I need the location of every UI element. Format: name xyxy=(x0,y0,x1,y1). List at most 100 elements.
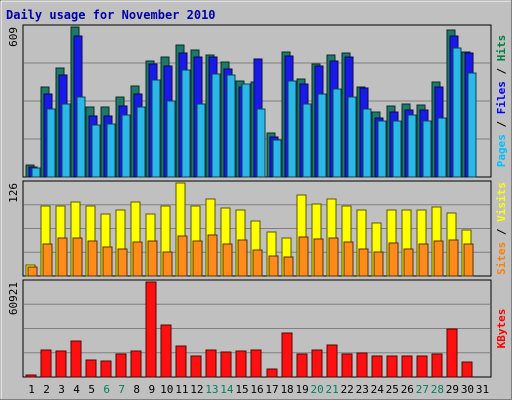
bar-pages-day-19 xyxy=(302,103,312,178)
bar-sites-day-12 xyxy=(192,240,203,277)
x-tick-label-day-18: 18 xyxy=(280,383,293,396)
bar-sites-day-9 xyxy=(147,240,158,277)
bar-pages-day-5 xyxy=(91,124,101,178)
bar-pages-day-15 xyxy=(241,83,251,178)
bar-pages-day-28 xyxy=(437,117,447,178)
x-tick-label-day-28: 28 xyxy=(431,383,444,396)
bar-kbytes-day-25 xyxy=(386,355,398,378)
series-sites xyxy=(27,234,474,277)
bar-sites-day-11 xyxy=(177,235,188,277)
x-tick-label-day-22: 22 xyxy=(341,383,354,396)
bar-pages-day-1 xyxy=(31,167,41,178)
bar-pages-day-9 xyxy=(151,79,161,178)
x-tick-label-day-11: 11 xyxy=(175,383,188,396)
bar-kbytes-day-1 xyxy=(25,374,37,378)
panels-layer: 609 Pages / Files / Hits 126 Sites / Visits… xyxy=(7,24,508,378)
x-tick-label-day-16: 16 xyxy=(250,383,263,396)
bar-sites-day-22 xyxy=(343,241,354,277)
bar-kbytes-day-26 xyxy=(401,355,413,378)
x-tick-label-day-23: 23 xyxy=(356,383,369,396)
legend-item-visits: Visits xyxy=(495,182,508,222)
x-tick-label-day-6: 6 xyxy=(103,383,110,396)
bar-kbytes-day-21 xyxy=(326,344,338,378)
x-tick-label-day-14: 14 xyxy=(220,383,234,396)
bar-kbytes-day-24 xyxy=(371,355,383,378)
bar-sites-day-8 xyxy=(132,241,143,277)
bar-sites-day-20 xyxy=(313,238,324,277)
x-tick-label-day-13: 13 xyxy=(205,383,218,396)
legend-item-pages: Pages xyxy=(495,134,508,167)
bar-sites-day-2 xyxy=(42,243,53,277)
bar-sites-day-7 xyxy=(117,248,128,277)
x-tick-label-day-25: 25 xyxy=(386,383,399,396)
x-tick-label-day-17: 17 xyxy=(265,383,278,396)
x-tick-label-day-5: 5 xyxy=(88,383,95,396)
bar-sites-day-29 xyxy=(448,239,459,277)
bar-pages-day-23 xyxy=(362,108,372,178)
bar-sites-day-3 xyxy=(57,237,68,277)
x-tick-label-day-4: 4 xyxy=(73,383,80,396)
bar-kbytes-day-16 xyxy=(250,349,262,378)
bar-kbytes-day-13 xyxy=(205,349,217,378)
bar-kbytes-day-4 xyxy=(70,340,82,378)
bar-kbytes-day-5 xyxy=(85,359,97,378)
bar-pages-day-13 xyxy=(211,73,221,178)
bar-sites-day-15 xyxy=(237,239,248,277)
bar-kbytes-day-27 xyxy=(416,355,428,378)
bar-kbytes-day-20 xyxy=(311,349,323,378)
bar-kbytes-day-15 xyxy=(235,350,247,378)
x-tick-label-day-27: 27 xyxy=(416,383,429,396)
bar-kbytes-day-29 xyxy=(446,328,458,378)
x-tick-label-day-30: 30 xyxy=(461,383,474,396)
legend-item-sites: Sites xyxy=(495,242,508,275)
legend-kbytes: KBytes xyxy=(495,309,508,349)
bar-pages-day-8 xyxy=(136,106,146,178)
bar-pages-day-26 xyxy=(407,114,417,178)
x-tick-label-day-12: 12 xyxy=(190,383,203,396)
legend-separator: / xyxy=(495,61,508,81)
bar-kbytes-day-3 xyxy=(55,350,67,378)
legend-item-hits: Hits xyxy=(495,35,508,62)
bar-pages-day-17 xyxy=(272,139,282,178)
bar-sites-day-5 xyxy=(87,240,98,277)
series-kbytes xyxy=(25,281,473,378)
bar-pages-day-27 xyxy=(422,120,432,178)
x-tick-label-day-1: 1 xyxy=(28,383,35,396)
bar-pages-day-22 xyxy=(347,96,357,178)
bar-sites-day-18 xyxy=(283,256,294,277)
bar-sites-day-17 xyxy=(268,255,279,277)
bar-sites-day-4 xyxy=(72,237,83,277)
bar-sites-day-16 xyxy=(252,249,263,277)
x-tick-label-day-7: 7 xyxy=(118,383,125,396)
bar-sites-day-27 xyxy=(418,243,429,277)
bar-sites-day-23 xyxy=(358,248,369,277)
bar-sites-day-28 xyxy=(433,240,444,277)
x-tick-label-day-20: 20 xyxy=(311,383,324,396)
bar-pages-day-11 xyxy=(181,69,191,178)
bar-pages-day-3 xyxy=(61,103,71,178)
bar-pages-day-29 xyxy=(452,47,462,178)
legend-hits_files_pages: Pages / Files / Hits xyxy=(495,35,508,168)
x-tick-label-day-19: 19 xyxy=(295,383,308,396)
bar-sites-day-13 xyxy=(207,234,218,277)
bar-kbytes-day-6 xyxy=(100,360,112,378)
bar-sites-day-10 xyxy=(162,251,173,277)
bar-pages-day-12 xyxy=(196,103,206,178)
bar-pages-day-14 xyxy=(226,74,236,178)
bar-kbytes-day-8 xyxy=(130,350,142,378)
bar-sites-day-19 xyxy=(298,236,309,277)
bar-kbytes-day-23 xyxy=(356,352,368,378)
bar-pages-day-16 xyxy=(256,108,266,178)
bar-sites-day-30 xyxy=(463,243,474,277)
x-tick-label-day-29: 29 xyxy=(446,383,459,396)
y-max-label: 609 xyxy=(7,27,20,47)
bar-sites-day-26 xyxy=(403,248,414,277)
series-pages xyxy=(31,47,477,178)
bar-kbytes-day-2 xyxy=(40,349,52,378)
bar-pages-day-20 xyxy=(317,93,327,178)
bar-kbytes-day-11 xyxy=(175,345,187,378)
bar-pages-day-25 xyxy=(392,120,402,178)
bar-kbytes-day-17 xyxy=(266,368,278,378)
x-tick-label-day-31: 31 xyxy=(476,383,489,396)
x-tick-label-day-26: 26 xyxy=(401,383,414,396)
